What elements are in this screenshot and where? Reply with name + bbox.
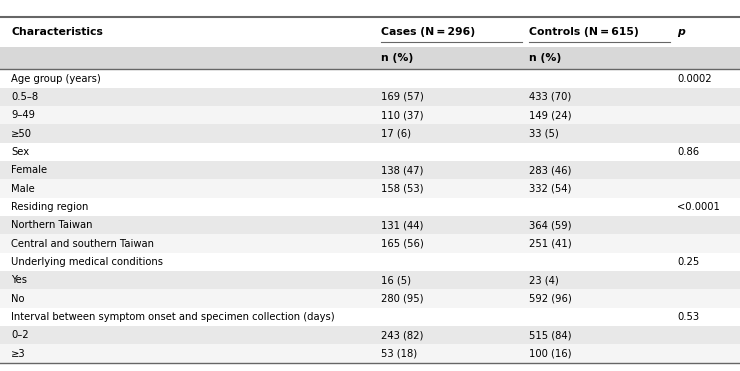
Text: Male: Male — [11, 184, 35, 194]
Bar — [0, 289, 740, 308]
Text: Age group (years): Age group (years) — [11, 73, 101, 83]
Text: Controls (N = 615): Controls (N = 615) — [529, 27, 639, 37]
Bar — [0, 69, 740, 88]
Bar — [0, 47, 740, 69]
Text: 138 (47): 138 (47) — [381, 165, 423, 175]
Text: 0.86: 0.86 — [677, 147, 699, 157]
Text: ≥3: ≥3 — [11, 349, 26, 359]
Bar — [0, 143, 740, 161]
Text: Characteristics: Characteristics — [11, 27, 103, 37]
Text: No: No — [11, 293, 24, 303]
Bar — [0, 124, 740, 143]
Text: Interval between symptom onset and specimen collection (days): Interval between symptom onset and speci… — [11, 312, 334, 322]
Bar — [0, 345, 740, 363]
Text: 0.53: 0.53 — [677, 312, 699, 322]
Text: Cases (N = 296): Cases (N = 296) — [381, 27, 475, 37]
Text: 9–49: 9–49 — [11, 110, 35, 120]
Text: 0.25: 0.25 — [677, 257, 699, 267]
Text: 280 (95): 280 (95) — [381, 293, 423, 303]
Bar — [0, 216, 740, 234]
Bar — [0, 308, 740, 326]
Text: Residing region: Residing region — [11, 202, 89, 212]
Text: 131 (44): 131 (44) — [381, 220, 423, 230]
Text: Female: Female — [11, 165, 47, 175]
Text: 158 (53): 158 (53) — [381, 184, 423, 194]
Text: 364 (59): 364 (59) — [529, 220, 571, 230]
Text: 110 (37): 110 (37) — [381, 110, 423, 120]
Text: 33 (5): 33 (5) — [529, 129, 559, 139]
Text: Yes: Yes — [11, 275, 27, 285]
Bar — [0, 326, 740, 345]
Text: 169 (57): 169 (57) — [381, 92, 424, 102]
Text: Sex: Sex — [11, 147, 29, 157]
Text: 433 (70): 433 (70) — [529, 92, 571, 102]
Text: Underlying medical conditions: Underlying medical conditions — [11, 257, 163, 267]
Text: 0–2: 0–2 — [11, 330, 29, 340]
Text: 0.5–8: 0.5–8 — [11, 92, 38, 102]
Text: n (%): n (%) — [529, 53, 562, 63]
Text: 149 (24): 149 (24) — [529, 110, 571, 120]
Bar — [0, 253, 740, 271]
Bar — [0, 88, 740, 106]
Text: Central and southern Taiwan: Central and southern Taiwan — [11, 239, 154, 249]
Bar — [0, 198, 740, 216]
Bar — [0, 234, 740, 253]
Bar — [0, 106, 740, 124]
Bar — [0, 161, 740, 180]
Text: Northern Taiwan: Northern Taiwan — [11, 220, 92, 230]
Text: 251 (41): 251 (41) — [529, 239, 572, 249]
Text: p: p — [677, 27, 684, 37]
Text: n (%): n (%) — [381, 53, 414, 63]
Bar — [0, 17, 740, 47]
Bar — [0, 180, 740, 198]
Text: 17 (6): 17 (6) — [381, 129, 411, 139]
Text: 23 (4): 23 (4) — [529, 275, 559, 285]
Text: 592 (96): 592 (96) — [529, 293, 572, 303]
Text: 243 (82): 243 (82) — [381, 330, 423, 340]
Text: 100 (16): 100 (16) — [529, 349, 571, 359]
Text: 332 (54): 332 (54) — [529, 184, 571, 194]
Text: 0.0002: 0.0002 — [677, 73, 712, 83]
Text: 515 (84): 515 (84) — [529, 330, 571, 340]
Text: 283 (46): 283 (46) — [529, 165, 571, 175]
Text: <0.0001: <0.0001 — [677, 202, 720, 212]
Text: 165 (56): 165 (56) — [381, 239, 424, 249]
Text: 53 (18): 53 (18) — [381, 349, 417, 359]
Text: 16 (5): 16 (5) — [381, 275, 411, 285]
Bar — [0, 271, 740, 289]
Text: ≥50: ≥50 — [11, 129, 32, 139]
